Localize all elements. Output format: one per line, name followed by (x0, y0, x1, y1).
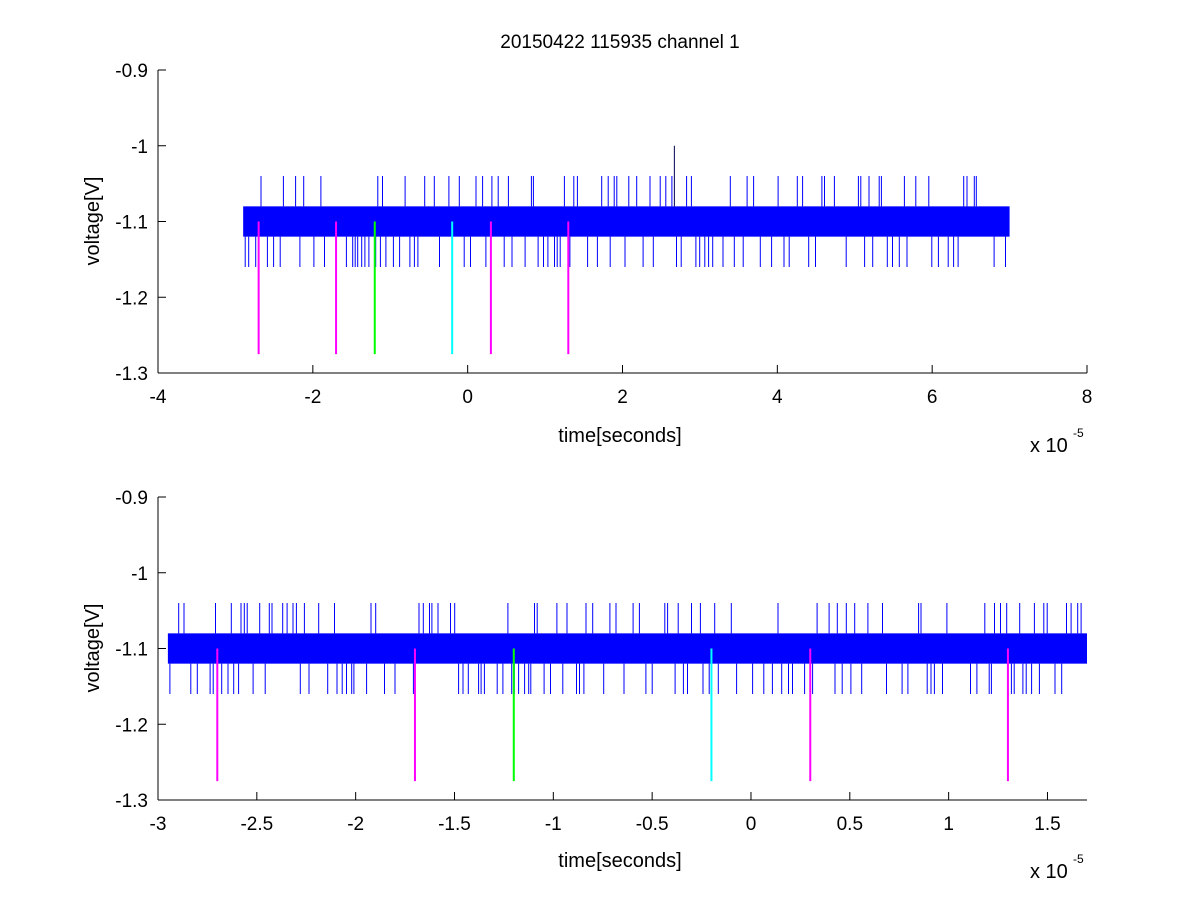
bottom-x-multiplier: x 10 (1030, 861, 1068, 883)
figure-title: 20150422 115935 channel 1 (500, 32, 740, 53)
top-event-markers (257, 221, 570, 355)
x-tick-label: 0 (746, 814, 757, 835)
y-tick-label: -1.2 (115, 715, 148, 736)
x-tick-label: -2 (347, 814, 364, 835)
y-tick-label: -1 (131, 564, 148, 585)
top-x-multiplier-exponent: -5 (1073, 426, 1084, 440)
top-x-axis-label: time[seconds] (558, 425, 681, 447)
x-tick-label: 1 (943, 814, 954, 835)
y-tick-label: -1.1 (115, 640, 148, 661)
x-tick-label: -1.5 (438, 814, 471, 835)
top-subplot: -4 -2 0 2 4 6 8 -0.9 -1 -1.1 -1.2 -1.3 time[seconds… (82, 61, 1092, 457)
y-tick-label: -0.9 (115, 61, 148, 82)
top-x-multiplier: x 10 (1030, 435, 1068, 457)
x-tick-label: 0.5 (837, 814, 863, 835)
y-tick-label: -1 (131, 137, 148, 158)
y-tick-label: -0.9 (115, 488, 148, 509)
bottom-x-axis-label: time[seconds] (558, 850, 681, 872)
y-tick-label: -1.3 (115, 791, 148, 812)
x-tick-label: -2 (304, 387, 321, 408)
y-tick-label: -1.1 (115, 213, 148, 234)
signal-band (243, 206, 1010, 237)
top-axes: -4 -2 0 2 4 6 8 -0.9 -1 -1.1 -1.2 -1.3 (115, 61, 1092, 408)
bottom-signal (167, 603, 1087, 694)
x-tick-label: 1.5 (1034, 814, 1060, 835)
x-tick-label: -2.5 (240, 814, 273, 835)
y-tick-label: -1.3 (115, 364, 148, 385)
x-tick-label: 2 (617, 387, 628, 408)
x-tick-label: -3 (150, 814, 167, 835)
top-signal (243, 145, 1010, 267)
top-y-axis-label: voltage[V] (82, 177, 104, 266)
x-tick-label: 4 (772, 387, 783, 408)
bottom-event-markers (216, 648, 1009, 782)
bottom-y-axis-label: voltage[V] (82, 604, 104, 693)
x-tick-label: -0.5 (636, 814, 669, 835)
x-tick-label: -4 (150, 387, 167, 408)
signal-spikes (169, 603, 1082, 694)
bottom-x-multiplier-exponent: -5 (1073, 852, 1084, 866)
x-tick-label: 6 (927, 387, 938, 408)
x-tick-label: 0 (462, 387, 473, 408)
bottom-subplot: -3 -2.5 -2 -1.5 -1 -0.5 0 0.5 1 1.5 -0.9 -1 -1.1 -1.2… (82, 488, 1087, 883)
x-tick-label: -1 (545, 814, 562, 835)
y-tick-label: -1.2 (115, 288, 148, 309)
signal-band (167, 633, 1087, 664)
bottom-axes: -3 -2.5 -2 -1.5 -1 -0.5 0 0.5 1 1.5 -0.9 -1 -1.1 -1.2… (115, 488, 1087, 835)
x-tick-label: 8 (1082, 387, 1093, 408)
